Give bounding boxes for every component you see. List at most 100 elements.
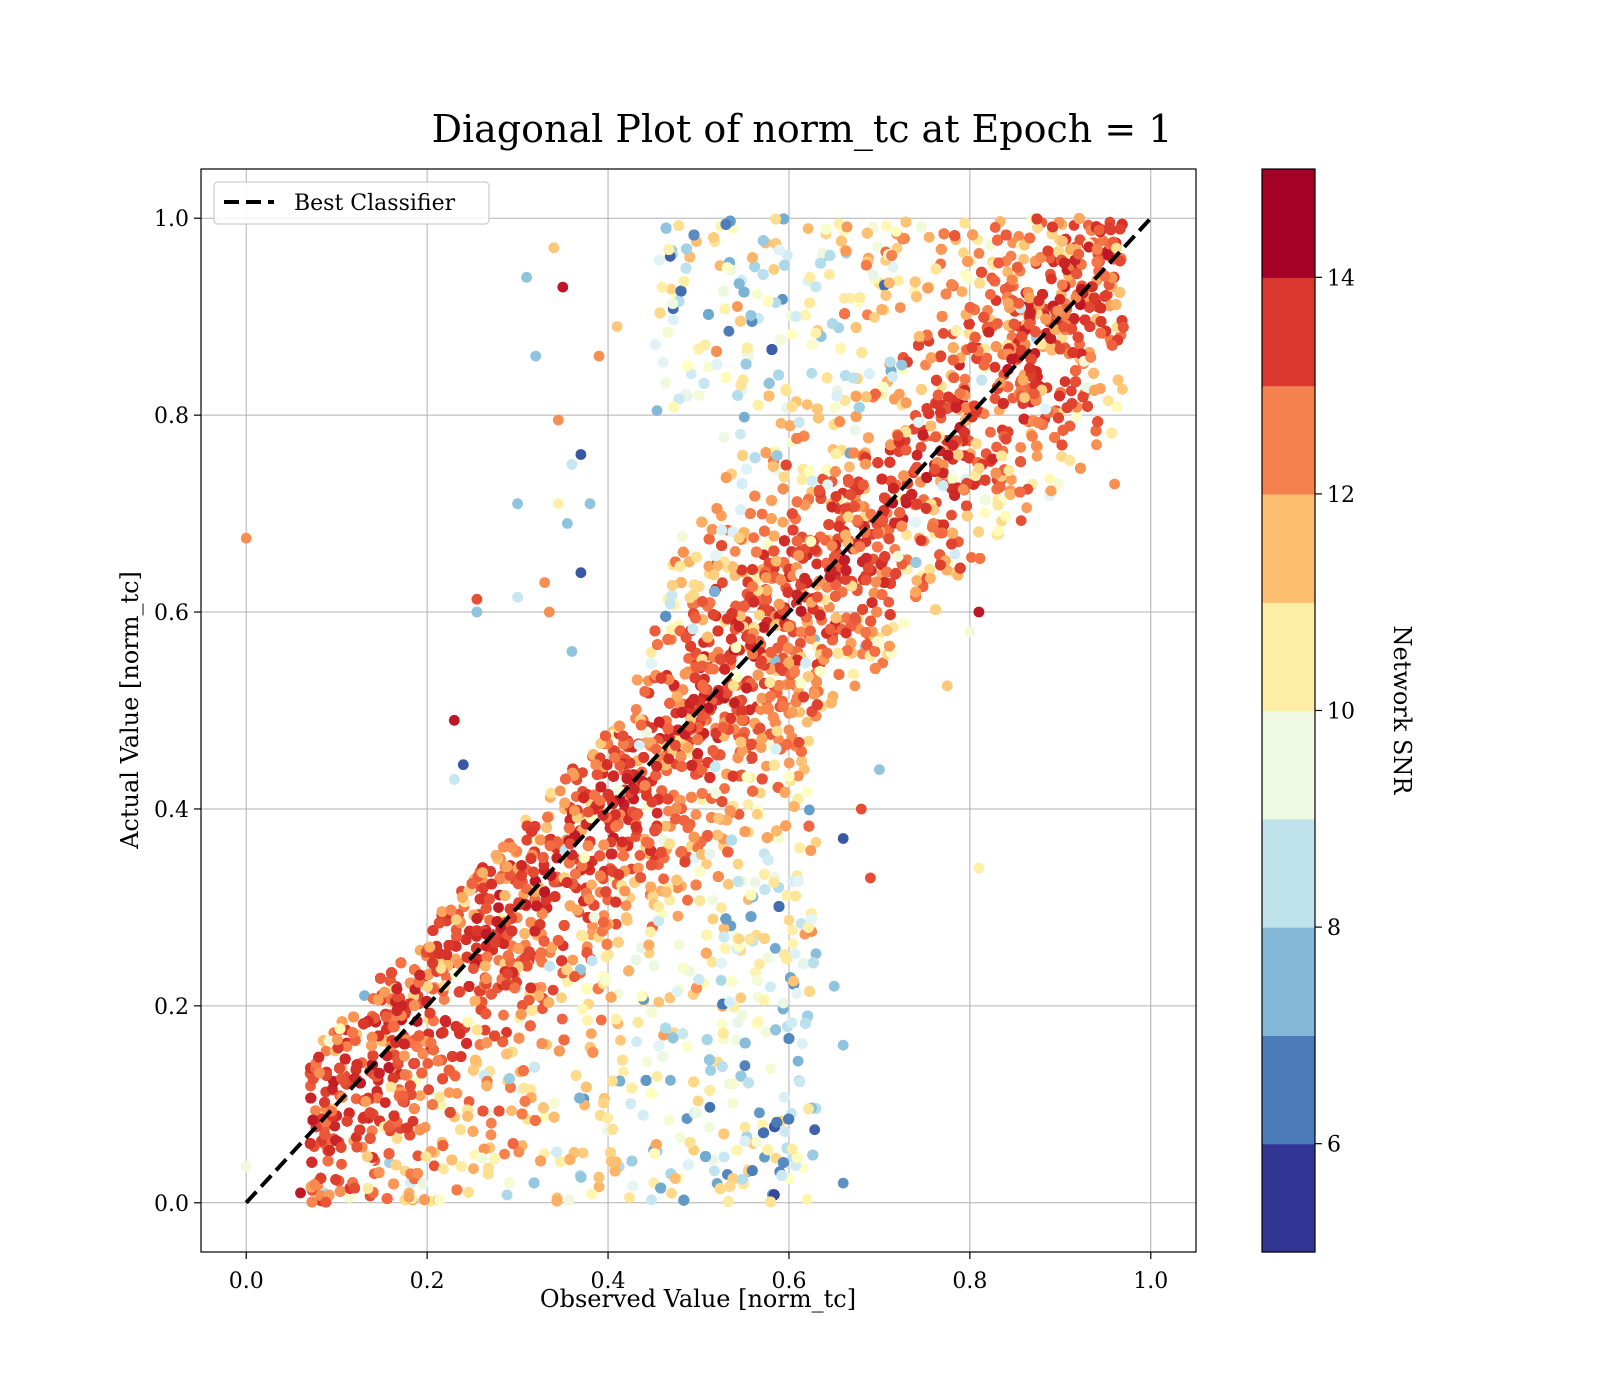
scatter-point	[956, 286, 968, 297]
scatter-point	[765, 690, 776, 702]
scatter-point	[423, 1084, 434, 1096]
scatter-point	[806, 367, 818, 379]
scatter-point	[709, 1165, 720, 1177]
scatter-point	[985, 426, 996, 438]
scatter-point	[719, 783, 730, 794]
scatter-point	[683, 653, 694, 664]
scatter-point	[685, 368, 697, 380]
scatter-point	[946, 509, 957, 521]
scatter-point	[310, 1105, 321, 1116]
scatter-point	[499, 1148, 510, 1160]
scatter-point	[1007, 237, 1019, 249]
scatter-point	[681, 1041, 693, 1053]
scatter-point	[651, 807, 663, 819]
scatter-point	[1015, 442, 1026, 453]
scatter-point	[849, 680, 861, 692]
scatter-point	[587, 920, 598, 932]
scatter-point	[735, 992, 747, 1004]
scatter-point	[547, 984, 559, 996]
scatter-point	[803, 804, 815, 816]
scatter-point	[372, 1092, 383, 1104]
scatter-point	[506, 1105, 517, 1117]
scatter-point	[801, 716, 813, 728]
scatter-point	[787, 938, 799, 950]
scatter-point	[838, 292, 850, 304]
scatter-point	[545, 787, 557, 799]
scatter-point	[1102, 395, 1114, 407]
scatter-point	[641, 1056, 653, 1068]
scatter-point	[802, 223, 814, 235]
scatter-point	[651, 1071, 663, 1082]
scatter-point	[556, 992, 567, 1004]
scatter-point	[717, 577, 728, 589]
scatter-point	[681, 1113, 693, 1124]
scatter-point	[989, 361, 1001, 373]
scatter-point	[682, 894, 693, 906]
scatter-point	[657, 356, 669, 368]
scatter-point	[493, 902, 504, 913]
scatter-point	[602, 894, 614, 906]
scatter-point	[722, 878, 734, 890]
scatter-point	[756, 692, 768, 704]
scatter-point	[539, 1110, 550, 1122]
scatter-point	[716, 902, 727, 913]
scatter-point	[795, 637, 806, 649]
scatter-point	[329, 1120, 341, 1132]
scatter-point	[1053, 245, 1065, 257]
scatter-point	[438, 1163, 449, 1175]
scatter-point	[320, 1045, 332, 1057]
scatter-point	[344, 1192, 355, 1203]
plot-area: 0.0 0.2 0.4 0.6 0.8 1.0 0.00.20.40.60.81.0	[154, 168, 1197, 1294]
scatter-point	[706, 956, 718, 968]
scatter-point	[707, 894, 719, 906]
scatter-point	[801, 399, 813, 410]
scatter-point	[615, 1034, 626, 1046]
scatter-point	[1015, 515, 1027, 526]
scatter-point	[630, 704, 642, 715]
scatter-point	[973, 248, 985, 259]
scatter-point	[451, 1088, 463, 1099]
scatter-point	[901, 529, 913, 541]
scatter-point	[665, 624, 677, 636]
scatter-point	[959, 373, 971, 385]
scatter-point	[958, 247, 969, 259]
scatter-point	[468, 963, 479, 974]
scatter-point	[665, 283, 677, 295]
scatter-point	[841, 612, 852, 624]
scatter-point	[985, 289, 996, 300]
scatter-point	[1056, 451, 1067, 462]
scatter-point	[777, 634, 788, 646]
scatter-point	[751, 808, 763, 820]
scatter-point	[567, 954, 579, 966]
scatter-point	[341, 1041, 353, 1052]
scatter-point	[468, 1163, 479, 1175]
scatter-point	[646, 1194, 657, 1206]
scatter-point	[521, 834, 533, 846]
scatter-point	[966, 552, 977, 563]
scatter-point	[894, 302, 906, 313]
scatter-point	[664, 894, 676, 906]
scatter-point	[414, 1090, 426, 1102]
scatter-point	[643, 947, 655, 959]
scatter-point	[823, 269, 835, 280]
scatter-point	[768, 264, 780, 275]
scatter-point	[438, 994, 450, 1005]
scatter-point	[783, 914, 795, 926]
scatter-point	[775, 417, 787, 429]
scatter-point	[804, 271, 816, 283]
scatter-point	[554, 785, 566, 797]
scatter-point	[653, 996, 665, 1008]
scatter-point	[809, 1124, 821, 1136]
scatter-point	[701, 858, 712, 870]
scatter-point	[485, 1129, 497, 1141]
scatter-point	[810, 836, 822, 848]
scatter-point	[1018, 253, 1029, 265]
scatter-point	[595, 1014, 607, 1026]
scatter-point	[618, 1066, 629, 1078]
scatter-point	[434, 1091, 445, 1103]
scatter-point	[422, 1058, 434, 1069]
scatter-point	[915, 535, 927, 546]
scatter-point	[1002, 266, 1014, 278]
scatter-point	[435, 1099, 447, 1111]
scatter-points	[240, 213, 1129, 1208]
